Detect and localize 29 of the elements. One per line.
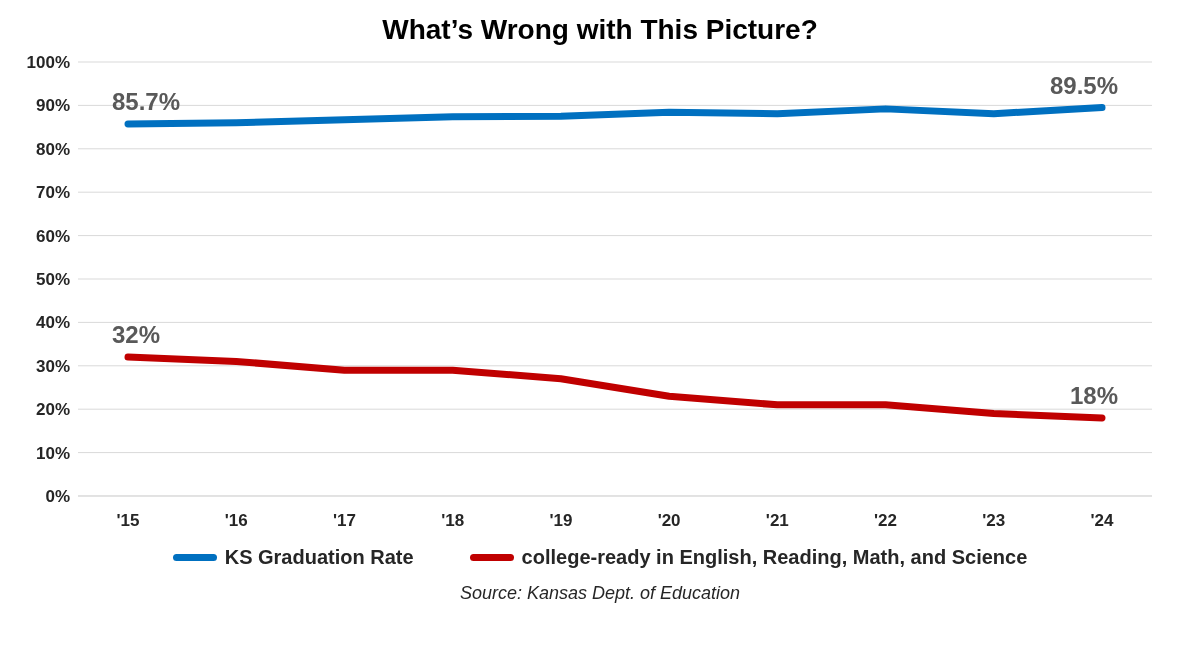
data-label: 89.5% <box>1049 71 1118 99</box>
x-tick-label: '16 <box>224 511 248 531</box>
x-tick-label: '22 <box>874 511 898 531</box>
x-tick-label: '15 <box>116 511 140 531</box>
y-tick-label: 40% <box>35 313 70 333</box>
data-label: 85.7% <box>112 88 181 116</box>
y-tick-label: 60% <box>35 226 70 246</box>
y-tick-label: 20% <box>35 400 70 420</box>
y-tick-label: 30% <box>35 356 70 376</box>
x-tick-label: '20 <box>657 511 681 531</box>
y-tick-label: 70% <box>35 183 70 203</box>
data-label: 18% <box>1069 381 1118 409</box>
x-tick-label: '21 <box>765 511 789 531</box>
x-tick-label: '23 <box>982 511 1006 531</box>
x-tick-label: '17 <box>332 511 356 531</box>
x-tick-label: '19 <box>549 511 573 531</box>
data-label: 32% <box>112 321 161 349</box>
legend-label: KS Graduation Rate <box>224 546 414 569</box>
y-tick-label: 10% <box>35 443 70 463</box>
legend-label: college-ready in English, Reading, Math, and Science <box>521 546 1028 569</box>
y-tick-label: 80% <box>35 139 70 159</box>
y-tick-label: 0% <box>45 487 70 507</box>
y-tick-label: 90% <box>35 96 70 116</box>
x-tick-label: '18 <box>441 511 465 531</box>
y-tick-label: 50% <box>35 270 70 290</box>
source-note: Source: Kansas Dept. of Education <box>459 583 741 604</box>
chart-title: What’s Wrong with This Picture? <box>382 14 818 46</box>
x-tick-label: '24 <box>1090 511 1115 531</box>
y-tick-label: 100% <box>26 53 70 73</box>
